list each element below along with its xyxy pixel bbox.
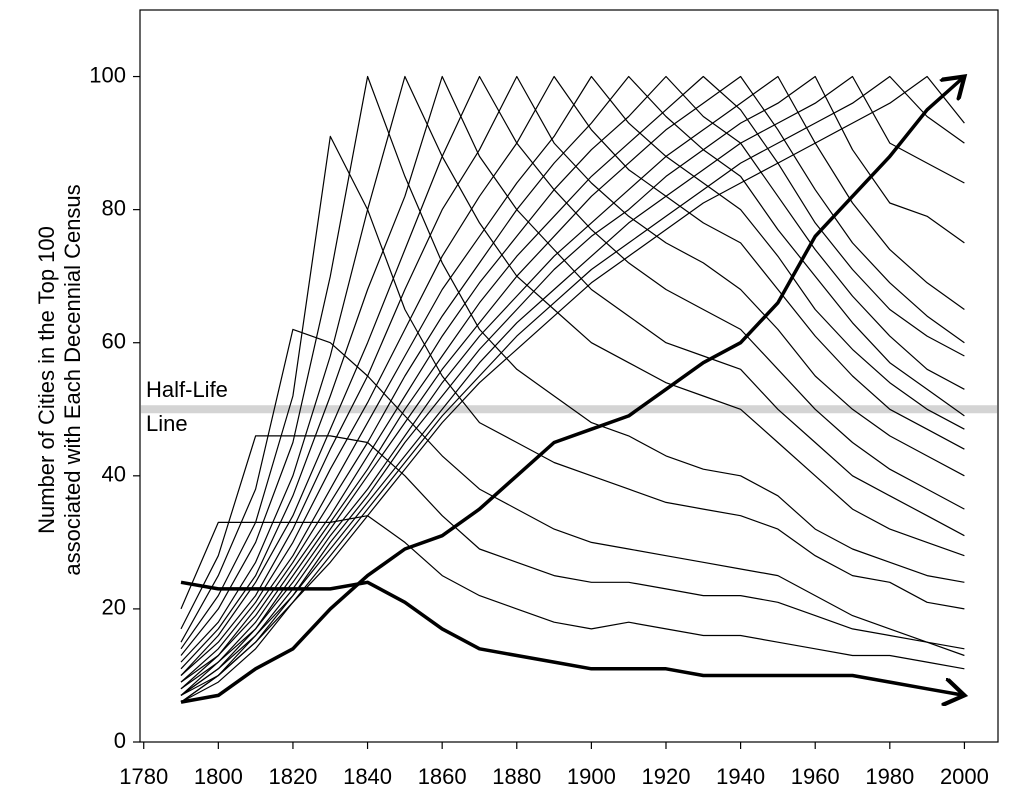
bold-census-line [180, 580, 964, 695]
census-line [180, 75, 965, 690]
y-tick-label: 80 [102, 195, 126, 220]
x-tick-label: 1820 [268, 764, 317, 789]
y-tick-label: 100 [89, 62, 126, 87]
x-tick-label: 1920 [642, 764, 691, 789]
x-tick-label: 1940 [716, 764, 765, 789]
x-tick-label: 1860 [418, 764, 467, 789]
y-tick-label: 20 [102, 595, 126, 620]
census-line [180, 75, 965, 683]
census-line [180, 75, 965, 703]
x-tick-label: 1980 [865, 764, 914, 789]
x-tick-label: 1800 [194, 764, 243, 789]
x-tick-label: 1840 [343, 764, 392, 789]
census-line [180, 75, 965, 676]
census-line [180, 75, 965, 696]
census-line [180, 75, 965, 670]
census-line [180, 75, 965, 676]
census-line [180, 75, 965, 696]
y-axis-title-line: associated with Each Decennial Census [60, 184, 85, 575]
x-tick-label: 1900 [567, 764, 616, 789]
x-tick-label: 1780 [119, 764, 168, 789]
census-line [180, 75, 965, 656]
x-tick-label: 2000 [940, 764, 989, 789]
bold-census-line [180, 77, 964, 704]
census-line [180, 435, 965, 650]
census-line [180, 75, 965, 663]
y-axis-title: Number of Cities in the Top 100 associat… [34, 184, 85, 575]
census-line [180, 135, 965, 650]
x-tick-label: 1880 [492, 764, 541, 789]
y-tick-label: 40 [102, 462, 126, 487]
census-line [180, 75, 965, 690]
y-tick-label: 60 [102, 329, 126, 354]
y-axis-title-line: Number of Cities in the Top 100 [34, 226, 59, 534]
annotation-text: Half-Life [146, 377, 228, 402]
census-line [180, 75, 965, 703]
census-line [180, 75, 965, 683]
census-line [180, 75, 965, 703]
y-tick-label: 0 [114, 728, 126, 753]
annotation-text: Line [146, 411, 188, 436]
x-tick-label: 1960 [791, 764, 840, 789]
plot-frame [139, 9, 999, 743]
census-line [180, 328, 965, 657]
